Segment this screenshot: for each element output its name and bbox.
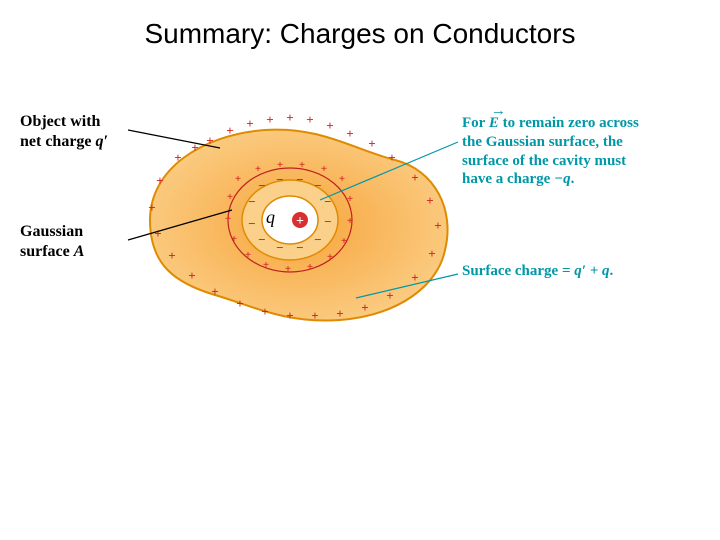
svg-text:−: −: [248, 216, 255, 231]
r2-a: Surface charge =: [462, 263, 574, 279]
svg-text:+: +: [285, 263, 291, 275]
svg-text:−: −: [248, 194, 255, 209]
svg-text:+: +: [411, 270, 418, 285]
svg-text:−: −: [324, 214, 331, 229]
svg-text:+: +: [154, 226, 161, 241]
svg-text:+: +: [148, 200, 155, 215]
svg-text:+: +: [327, 251, 333, 263]
label-gaussian: Gaussian surface A: [20, 222, 135, 262]
svg-text:+: +: [346, 126, 353, 141]
svg-text:+: +: [277, 159, 283, 171]
svg-text:+: +: [236, 296, 243, 311]
r1-l4c: .: [571, 171, 575, 187]
r1-l2: the Gaussian surface, the: [462, 134, 623, 150]
label-object-l1: Object with: [20, 113, 100, 130]
svg-text:−: −: [258, 178, 265, 193]
svg-text:+: +: [168, 248, 175, 263]
svg-text:+: +: [246, 116, 253, 131]
svg-text:+: +: [434, 218, 441, 233]
svg-text:+: +: [225, 213, 231, 225]
svg-text:+: +: [311, 308, 318, 323]
label-gaussian-sym: A: [74, 243, 85, 260]
center-q: q: [266, 207, 275, 227]
svg-text:+: +: [307, 261, 313, 273]
svg-text:−: −: [276, 240, 283, 255]
svg-text:+: +: [361, 300, 368, 315]
svg-text:+: +: [388, 150, 395, 165]
r1-l3: surface of the cavity must: [462, 153, 626, 169]
svg-text:+: +: [347, 193, 353, 205]
r2-b: q′ + q: [574, 263, 609, 279]
svg-text:+: +: [261, 304, 268, 319]
svg-text:−: −: [296, 172, 303, 187]
svg-text:+: +: [231, 233, 237, 245]
svg-text:+: +: [336, 306, 343, 321]
svg-text:+: +: [211, 284, 218, 299]
svg-text:+: +: [255, 163, 261, 175]
svg-text:+: +: [306, 112, 313, 127]
r1-l4a: have a charge: [462, 171, 554, 187]
svg-text:+: +: [411, 170, 418, 185]
svg-text:−: −: [296, 240, 303, 255]
label-gaussian-l1: Gaussian: [20, 223, 83, 240]
svg-text:+: +: [263, 259, 269, 271]
page-title: Summary: Charges on Conductors: [0, 18, 720, 50]
svg-text:+: +: [235, 173, 241, 185]
svg-text:+: +: [368, 136, 375, 151]
label-object-l2: net charge: [20, 133, 96, 150]
label-explain-cavity: For → E to remain zero across the Gaussi…: [462, 114, 702, 189]
r1-arrow: →: [491, 102, 506, 121]
r2-c: .: [610, 263, 614, 279]
svg-text:+: +: [339, 173, 345, 185]
svg-text:+: +: [326, 118, 333, 133]
svg-text:−: −: [258, 232, 265, 247]
svg-text:+: +: [341, 235, 347, 247]
svg-text:+: +: [226, 123, 233, 138]
svg-text:−: −: [314, 178, 321, 193]
svg-text:+: +: [428, 246, 435, 261]
svg-text:+: +: [426, 193, 433, 208]
svg-text:+: +: [286, 308, 293, 323]
svg-text:+: +: [156, 173, 163, 188]
svg-text:−: −: [276, 172, 283, 187]
center-charge-label: q: [266, 206, 275, 229]
svg-text:+: +: [286, 110, 293, 125]
label-gaussian-l2: surface: [20, 243, 74, 260]
svg-text:+: +: [347, 215, 353, 227]
svg-text:+: +: [188, 268, 195, 283]
label-surface-charge: Surface charge = q′ + q.: [462, 262, 702, 281]
svg-text:+: +: [299, 159, 305, 171]
svg-text:+: +: [296, 214, 304, 229]
label-object-sym: q′: [96, 133, 109, 150]
svg-text:+: +: [245, 249, 251, 261]
label-object: Object with net charge q′: [20, 112, 135, 152]
svg-text:+: +: [227, 191, 233, 203]
svg-text:+: +: [321, 163, 327, 175]
svg-text:+: +: [174, 150, 181, 165]
svg-text:−: −: [314, 232, 321, 247]
r1-l4b: −q: [554, 171, 571, 187]
conductor-diagram: ++++++++++++++++++++++++++++++++++++++++…: [0, 90, 720, 350]
r1-p1: For: [462, 115, 489, 131]
svg-text:+: +: [266, 112, 273, 127]
r1-p2: to remain zero across: [499, 115, 639, 131]
